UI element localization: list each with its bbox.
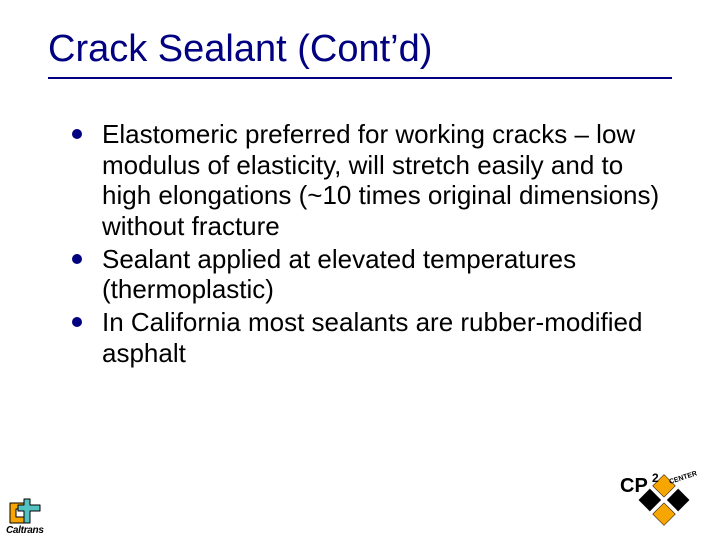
bullet-list: Elastomeric preferred for working cracks… — [48, 119, 672, 368]
bullet-item: Elastomeric preferred for working cracks… — [72, 119, 672, 242]
cp2-logo: CP 2 CENTER — [618, 470, 702, 526]
svg-text:CENTER: CENTER — [668, 470, 698, 486]
svg-text:CP: CP — [620, 475, 648, 497]
slide-title: Crack Sealant (Cont’d) — [48, 28, 672, 71]
slide-container: Crack Sealant (Cont’d) Elastomeric prefe… — [0, 0, 720, 540]
title-underline — [48, 77, 672, 79]
svg-text:2: 2 — [652, 471, 659, 485]
caltrans-label: Caltrans — [6, 525, 62, 536]
caltrans-logo: Caltrans — [6, 497, 62, 536]
bullet-item: In California most sealants are rubber-m… — [72, 307, 672, 368]
bullet-item: Sealant applied at elevated temperatures… — [72, 244, 672, 305]
